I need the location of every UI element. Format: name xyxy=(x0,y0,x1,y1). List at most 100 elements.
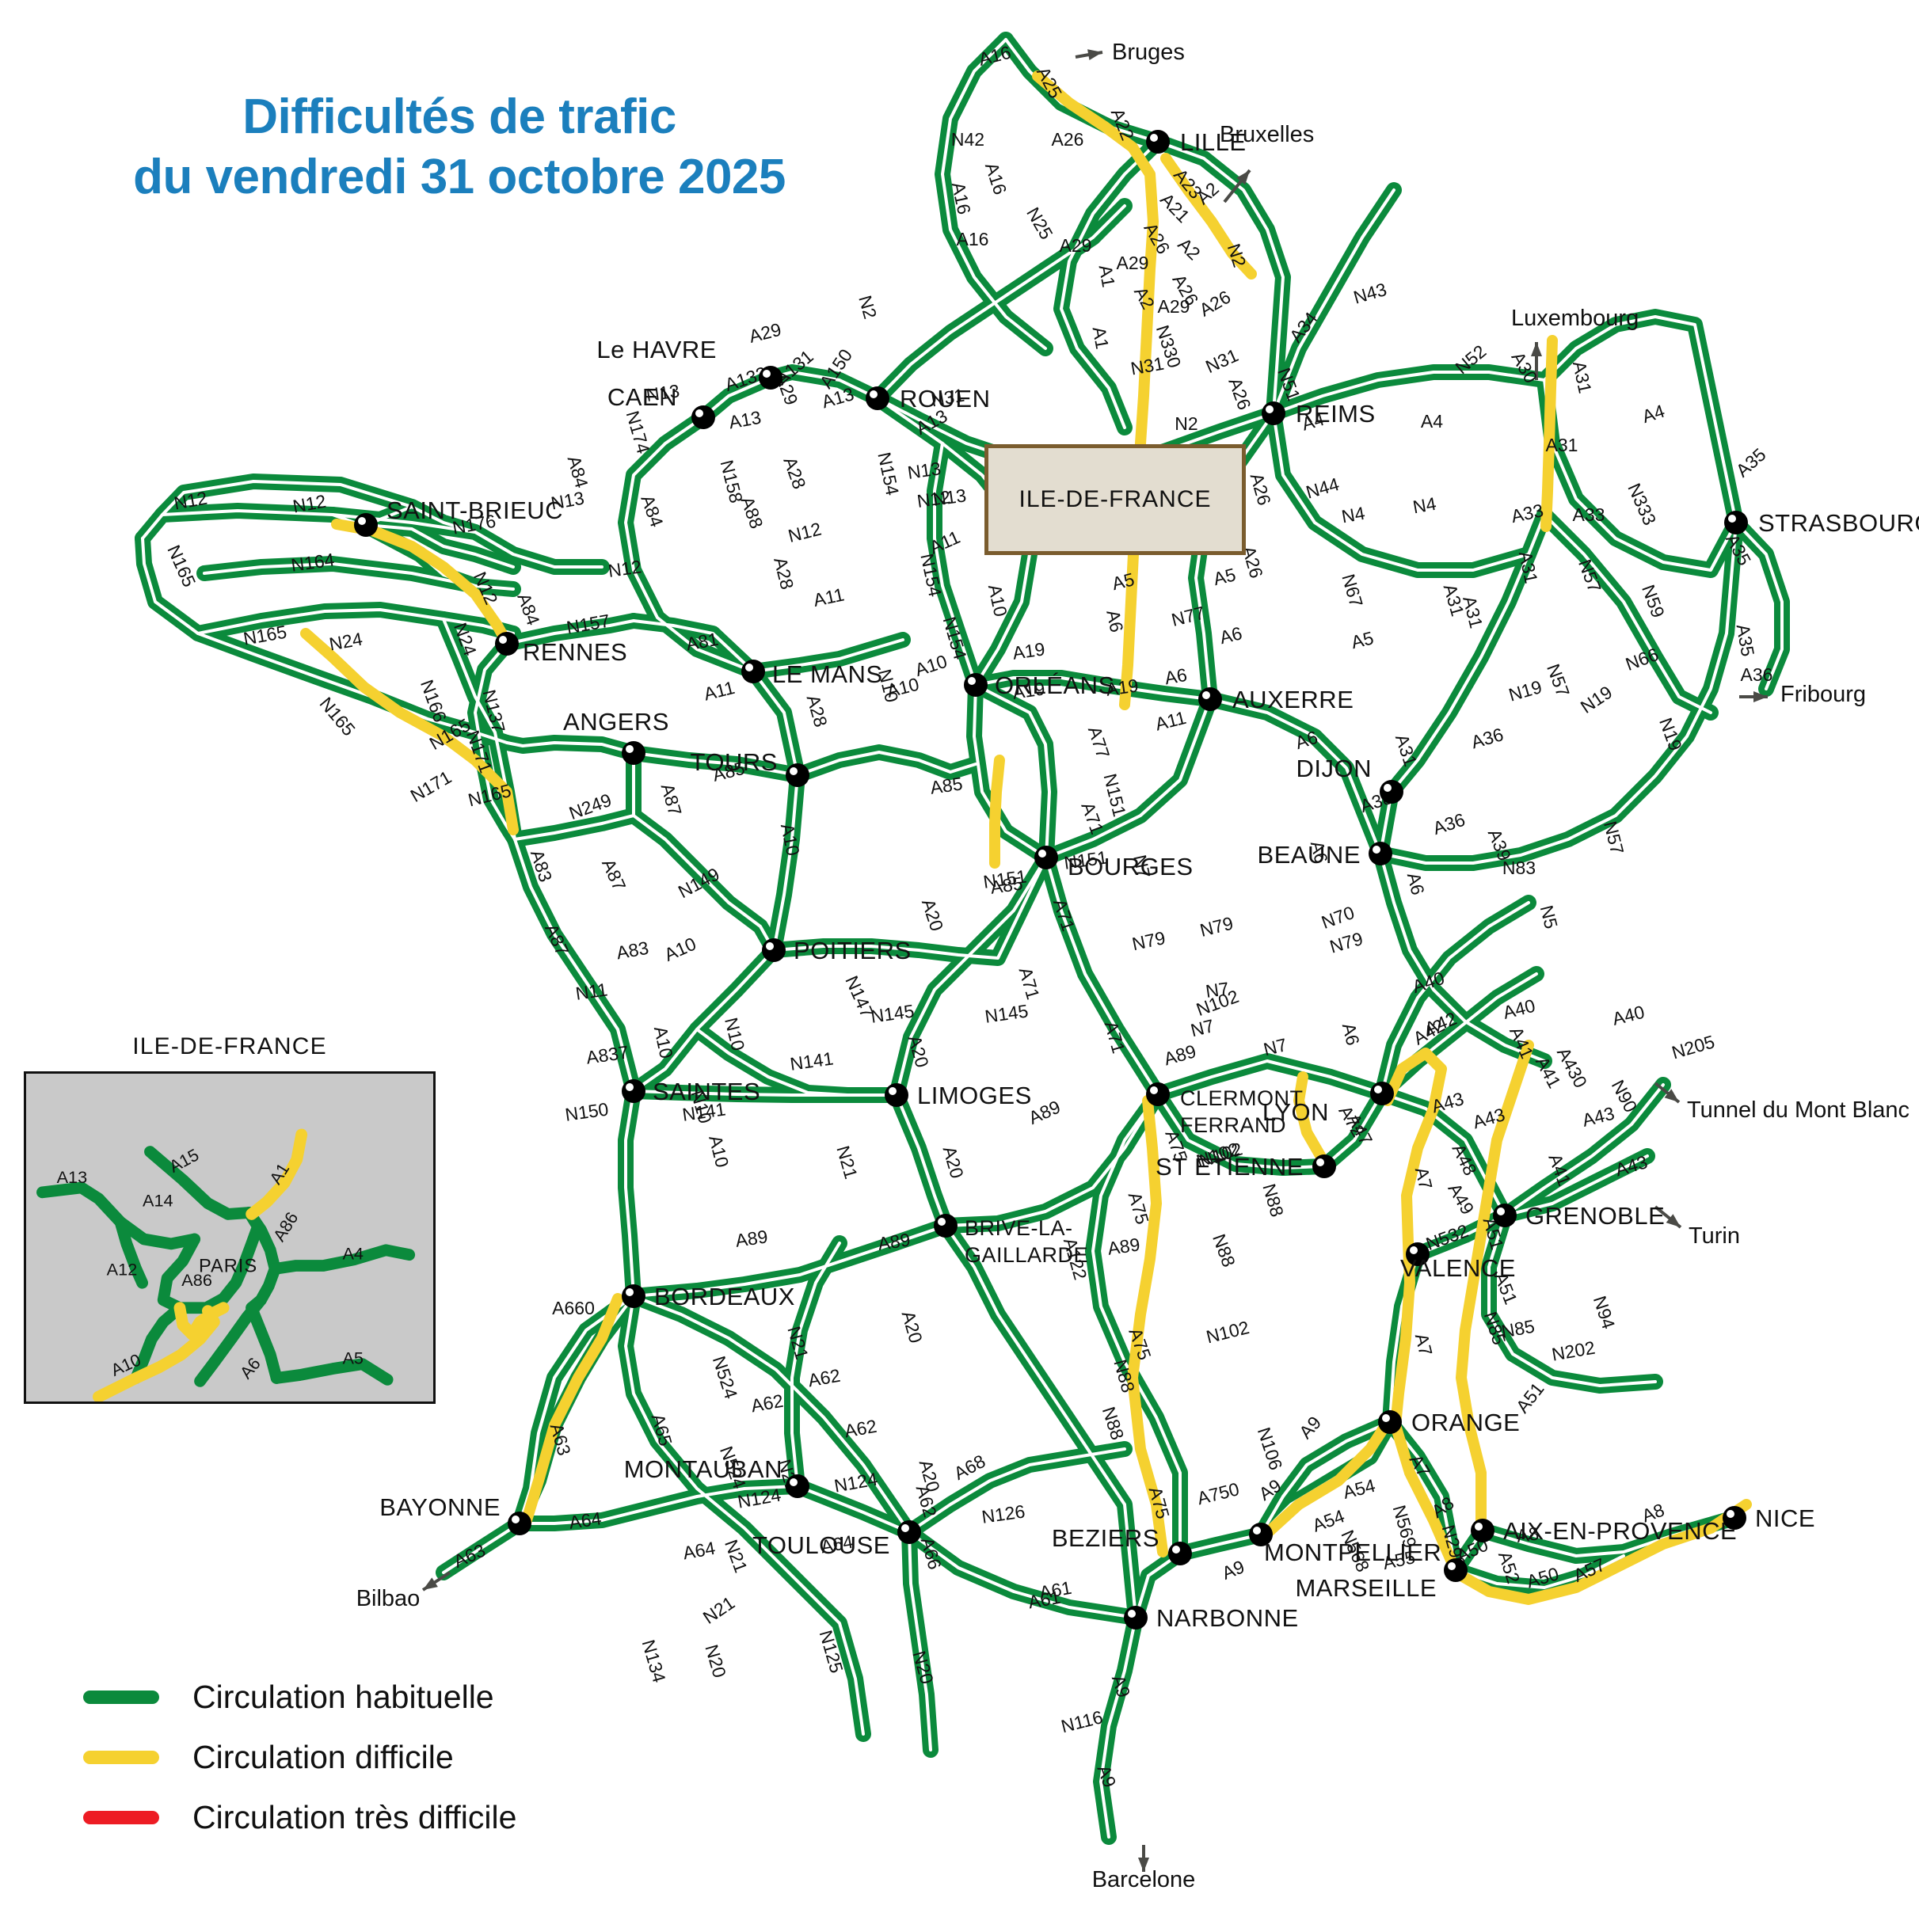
road-number-label: N19 xyxy=(1577,682,1616,717)
road-number-label: N11 xyxy=(574,979,609,1003)
city-dot-highlight xyxy=(626,1288,634,1296)
city-marker[interactable]: MONTAUBAN xyxy=(624,1455,809,1498)
city-marker[interactable]: LYON xyxy=(1262,1082,1394,1126)
city-marker[interactable]: DIJON xyxy=(1296,755,1404,804)
road-segment xyxy=(1293,1071,1330,1168)
city-dot-highlight xyxy=(626,745,634,753)
city-marker[interactable]: REIMS xyxy=(1262,400,1376,428)
road-segment xyxy=(1258,1417,1393,1542)
road-segment xyxy=(1380,901,1530,1095)
legend-swatch-habituelle xyxy=(83,1690,159,1704)
road-number-label: N43 xyxy=(1351,279,1389,308)
road-number-label: N83 xyxy=(1502,858,1536,878)
city-marker[interactable]: BEZIERS xyxy=(1052,1524,1192,1565)
road-number-label: N79 xyxy=(1130,927,1167,954)
road-segment xyxy=(1032,70,1159,710)
road-number-label: A71 xyxy=(1101,1019,1129,1056)
road-segment xyxy=(1156,140,1285,415)
city-marker[interactable]: Le HAVRE xyxy=(596,336,782,390)
road-segment xyxy=(1382,1048,1458,1569)
road-number-label: N59 xyxy=(1638,582,1669,621)
city-dot xyxy=(1146,1082,1170,1106)
city-marker[interactable]: ORLÉANS xyxy=(964,671,1115,699)
city-dot xyxy=(1471,1519,1494,1542)
city-marker[interactable]: CAEN xyxy=(607,383,715,429)
road-segment xyxy=(505,619,635,645)
inset-paris-label: PARIS xyxy=(199,1256,257,1276)
city-markers: LILLE Le HAVRE CAEN ROUEN REIMS STRASBOURG SAI… xyxy=(354,128,1919,1632)
city-name-label: ROUEN xyxy=(900,385,990,413)
road-number-label: A83 xyxy=(615,937,650,964)
ile-de-france-callout-box[interactable]: ILE-DE-FRANCE xyxy=(984,444,1246,555)
city-marker[interactable]: RENNES xyxy=(495,632,627,666)
road-number-label: N20 xyxy=(908,1649,938,1687)
city-marker[interactable]: LIMOGES xyxy=(885,1082,1032,1109)
road-number-label: N42 xyxy=(951,129,984,150)
road-number-label: A89 xyxy=(734,1226,769,1250)
city-marker[interactable]: SAINT-BRIEUC xyxy=(354,496,563,537)
destination-label: Tunnel du Mont Blanc xyxy=(1687,1097,1909,1123)
arrow-head-icon xyxy=(1087,49,1102,61)
city-marker[interactable]: CLERMONT FERRAND xyxy=(1146,1082,1304,1137)
city-marker[interactable]: BEAUNE xyxy=(1258,841,1392,869)
road-number-label: A28 xyxy=(770,555,798,591)
road-number-label: A84 xyxy=(564,454,592,491)
road-number-label: N7 xyxy=(1205,978,1231,1002)
inset-road-label: A5 xyxy=(342,1348,364,1368)
city-marker[interactable]: BRIVE-LA- GAILLARDE xyxy=(934,1214,1088,1267)
city-marker[interactable]: ST ETIENNE xyxy=(1156,1153,1336,1181)
road-segment xyxy=(141,537,508,744)
city-marker[interactable]: AIX-EN-PROVENCE xyxy=(1471,1517,1737,1545)
city-dot xyxy=(934,1214,958,1238)
city-marker[interactable]: STRASBOURG xyxy=(1724,509,1919,537)
city-marker[interactable]: ORANGE xyxy=(1378,1409,1520,1436)
road-number-label: N171 xyxy=(407,766,455,806)
city-marker[interactable]: NARBONNE xyxy=(1124,1604,1299,1632)
road-number-label: N13 xyxy=(931,485,967,510)
city-marker[interactable]: TOURS xyxy=(691,748,809,787)
city-marker[interactable]: AUXERRE xyxy=(1198,686,1354,713)
road-number-label: A1 xyxy=(1089,325,1113,350)
city-name-label: MONTAUBAN xyxy=(624,1455,782,1483)
road-segment xyxy=(772,856,1048,960)
city-marker[interactable]: MONTPELLIER xyxy=(1249,1523,1441,1566)
city-marker[interactable]: TOULOUSE xyxy=(752,1520,921,1559)
city-marker[interactable]: POITIERS xyxy=(762,937,912,964)
city-name-label: VALENCE xyxy=(1400,1254,1516,1282)
city-dot-highlight xyxy=(790,767,798,775)
city-marker[interactable]: MARSEILLE xyxy=(1295,1558,1468,1602)
road-number-label: N24 xyxy=(328,629,364,655)
city-marker[interactable]: VALENCE xyxy=(1400,1242,1516,1282)
road-segment xyxy=(1091,1093,1182,1555)
city-marker[interactable]: NICE xyxy=(1723,1504,1815,1532)
road-number-label: A16 xyxy=(957,229,989,249)
road-segment xyxy=(973,683,1048,859)
city-marker[interactable]: LILLE xyxy=(1146,128,1247,156)
road-number-label: N4 xyxy=(1411,493,1438,518)
city-name-label: ORANGE xyxy=(1411,1409,1520,1436)
inset-road-label: A12 xyxy=(107,1259,138,1279)
road-segment xyxy=(632,1224,947,1298)
city-dot-highlight xyxy=(1128,1610,1136,1618)
city-marker[interactable]: LE MANS xyxy=(741,660,883,688)
road-number-label: N165 xyxy=(163,542,200,590)
city-dot xyxy=(1262,401,1285,425)
city-dot-highlight xyxy=(1150,134,1158,142)
road-number-label: A20 xyxy=(918,896,947,934)
city-marker[interactable]: BAYONNE xyxy=(379,1493,531,1535)
road-number-label: A26 xyxy=(1052,129,1084,150)
road-number-label: N70 xyxy=(1319,902,1357,933)
road-number-label: N165 xyxy=(315,693,359,740)
road-segment xyxy=(1416,1214,1506,1256)
city-marker[interactable]: ANGERS xyxy=(563,708,669,765)
city-marker[interactable]: BORDEAUX xyxy=(622,1283,795,1310)
road-segment xyxy=(1272,412,1530,572)
city-marker[interactable]: SAINTES xyxy=(622,1078,760,1105)
city-marker[interactable]: GRENOBLE xyxy=(1493,1202,1665,1230)
road-number-label: A85 xyxy=(929,773,964,797)
page-title: Difficultés de trafic du vendredi 31 oct… xyxy=(103,87,816,207)
road-segment xyxy=(1456,1040,1534,1526)
city-marker[interactable]: ROUEN xyxy=(866,385,990,413)
city-marker[interactable]: BOURGES xyxy=(1034,846,1194,880)
